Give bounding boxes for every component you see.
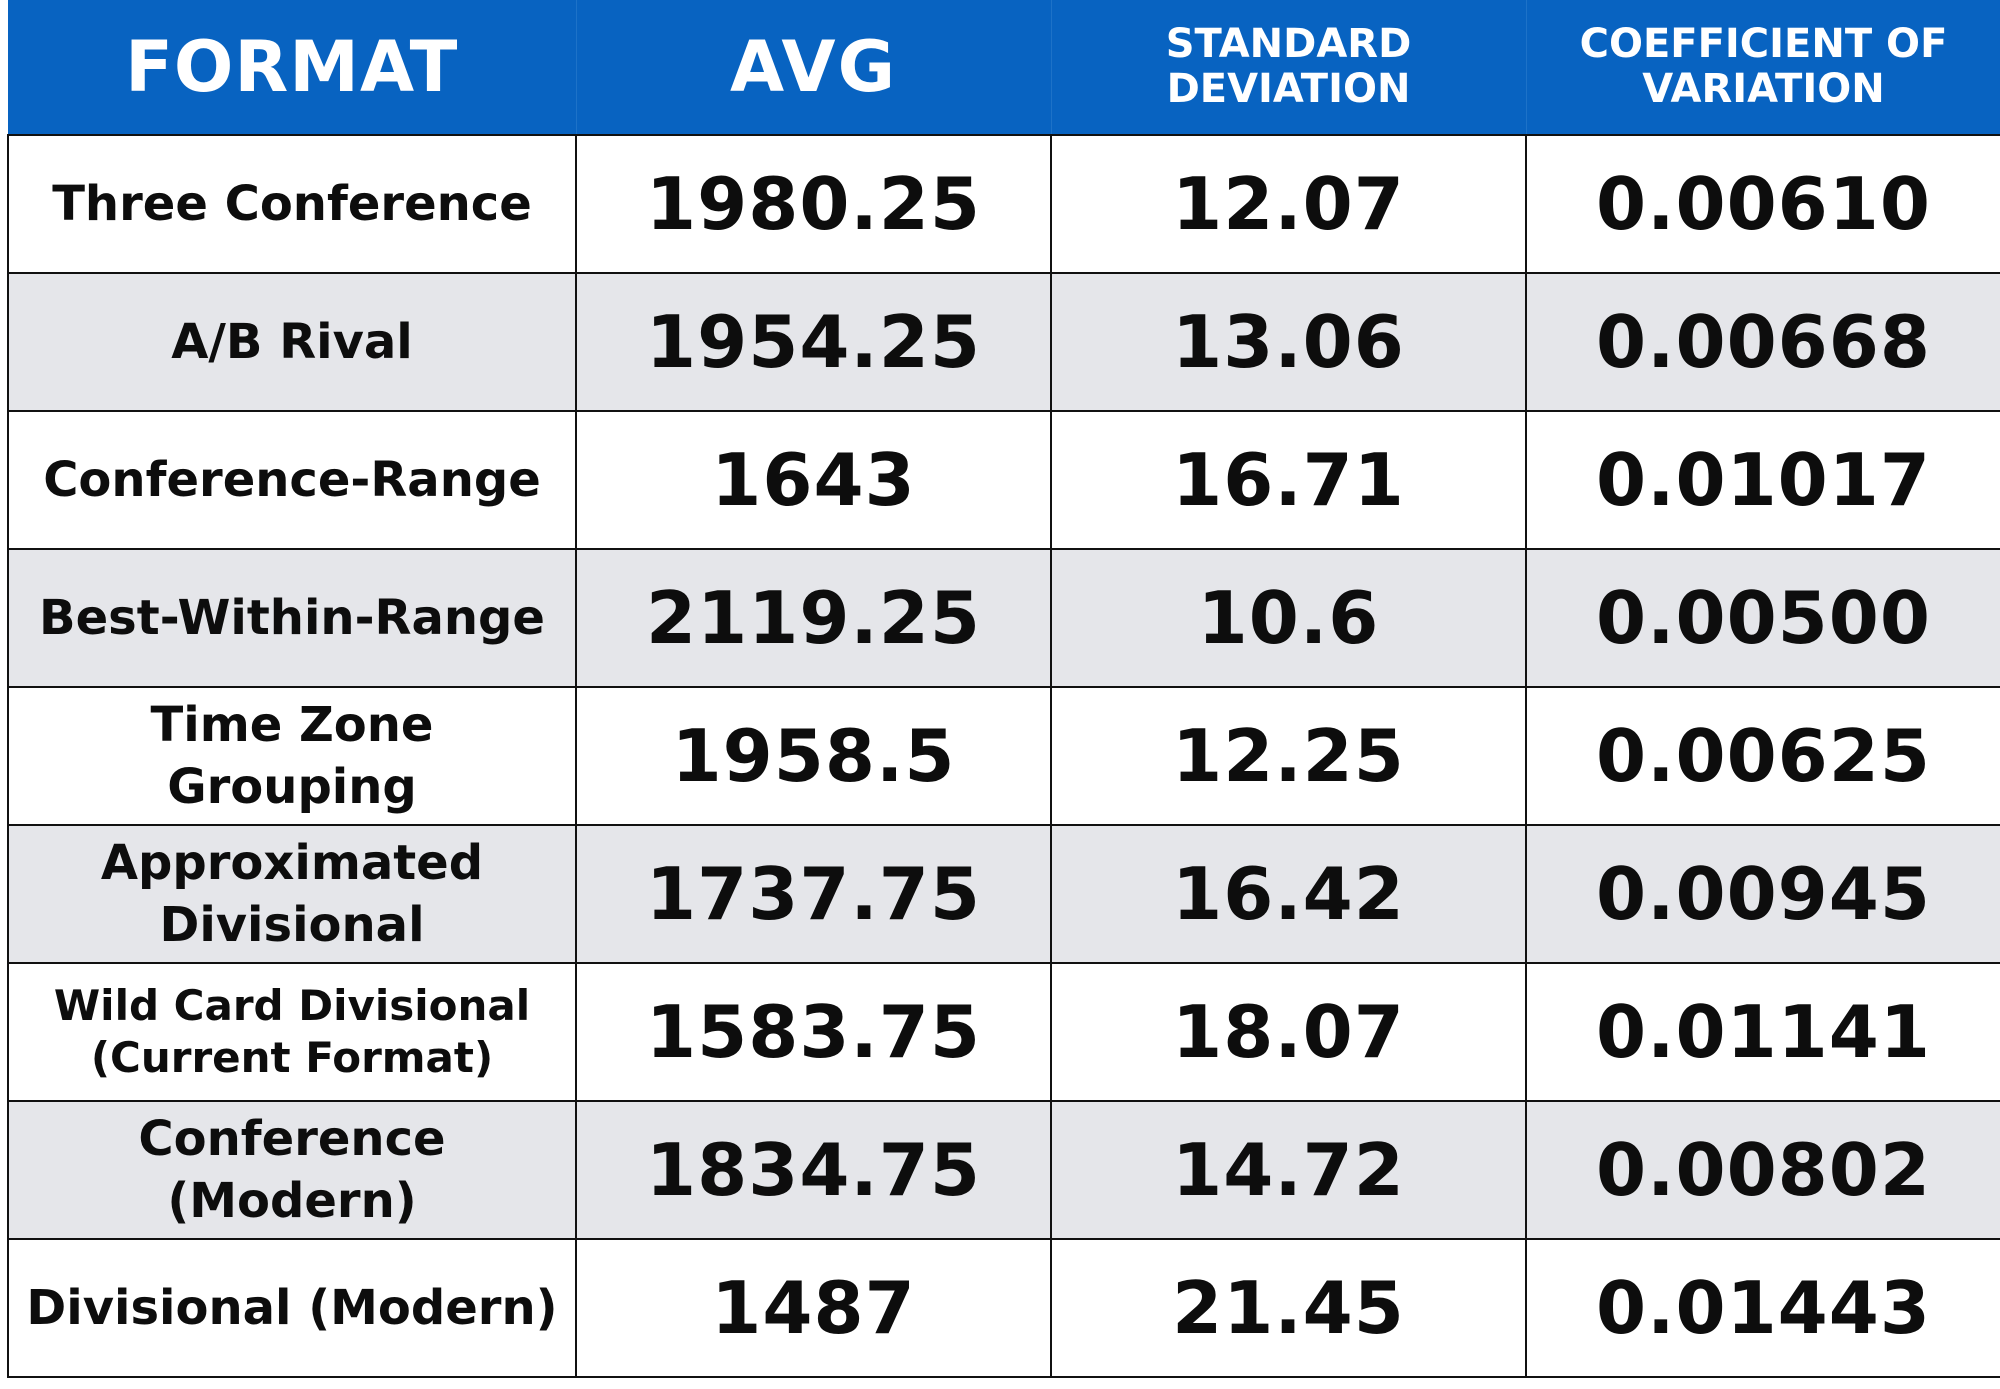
cov-cell: 0.00625	[1525, 686, 2000, 826]
column-header-avg: AVG	[576, 0, 1052, 135]
avg-cell: 1487	[575, 1238, 1052, 1378]
avg-cell: 1643	[575, 410, 1052, 550]
column-header-format: FORMAT	[8, 0, 577, 135]
column-header-standard-deviation: STANDARD DEVIATION	[1051, 0, 1527, 135]
table-row: Wild Card Divisional (Current Format) 15…	[7, 962, 2000, 1102]
cov-cell: 0.01141	[1525, 962, 2000, 1102]
data-table-container: FORMAT AVG STANDARD DEVIATION COEFFICIEN…	[7, 0, 2000, 1378]
std-cell: 12.07	[1050, 134, 1527, 274]
cov-cell: 0.01017	[1525, 410, 2000, 550]
cov-cell: 0.00802	[1525, 1100, 2000, 1240]
table-row: Approximated Divisional 1737.75 16.42 0.…	[7, 824, 2000, 964]
format-cell: Divisional (Modern)	[7, 1238, 577, 1378]
cov-cell: 0.00945	[1525, 824, 2000, 964]
std-cell: 21.45	[1050, 1238, 1527, 1378]
avg-cell: 1954.25	[575, 272, 1052, 412]
avg-cell: 1834.75	[575, 1100, 1052, 1240]
std-cell: 13.06	[1050, 272, 1527, 412]
std-cell: 18.07	[1050, 962, 1527, 1102]
format-cell: Approximated Divisional	[7, 824, 577, 964]
format-cell: Conference (Modern)	[7, 1100, 577, 1240]
data-table: FORMAT AVG STANDARD DEVIATION COEFFICIEN…	[7, 0, 2000, 1378]
table-header: FORMAT AVG STANDARD DEVIATION COEFFICIEN…	[8, 0, 2000, 135]
cov-cell: 0.00500	[1525, 548, 2000, 688]
std-cell: 16.71	[1050, 410, 1527, 550]
table-row: A/B Rival 1954.25 13.06 0.00668	[7, 272, 2000, 412]
format-cell: Wild Card Divisional (Current Format)	[7, 962, 577, 1102]
table-row: Best-Within-Range 2119.25 10.6 0.00500	[7, 548, 2000, 688]
avg-cell: 1583.75	[575, 962, 1052, 1102]
format-cell: Best-Within-Range	[7, 548, 577, 688]
column-header-coefficient-of-variation: COEFFICIENT OF VARIATION	[1526, 0, 2000, 135]
table-row: Three Conference 1980.25 12.07 0.00610	[7, 134, 2000, 274]
cov-cell: 0.00610	[1525, 134, 2000, 274]
avg-cell: 2119.25	[575, 548, 1052, 688]
std-cell: 10.6	[1050, 548, 1527, 688]
std-cell: 16.42	[1050, 824, 1527, 964]
cov-cell: 0.01443	[1525, 1238, 2000, 1378]
std-cell: 12.25	[1050, 686, 1527, 826]
format-cell: Conference-Range	[7, 410, 577, 550]
table-row: Time Zone Grouping 1958.5 12.25 0.00625	[7, 686, 2000, 826]
format-cell: Three Conference	[7, 134, 577, 274]
avg-cell: 1980.25	[575, 134, 1052, 274]
header-row: FORMAT AVG STANDARD DEVIATION COEFFICIEN…	[8, 0, 2000, 135]
std-cell: 14.72	[1050, 1100, 1527, 1240]
table-body: Three Conference 1980.25 12.07 0.00610 A…	[7, 134, 2000, 1378]
format-cell: A/B Rival	[7, 272, 577, 412]
avg-cell: 1737.75	[575, 824, 1052, 964]
table-row: Divisional (Modern) 1487 21.45 0.01443	[7, 1238, 2000, 1378]
avg-cell: 1958.5	[575, 686, 1052, 826]
table-row: Conference (Modern) 1834.75 14.72 0.0080…	[7, 1100, 2000, 1240]
format-cell: Time Zone Grouping	[7, 686, 577, 826]
table-row: Conference-Range 1643 16.71 0.01017	[7, 410, 2000, 550]
cov-cell: 0.00668	[1525, 272, 2000, 412]
